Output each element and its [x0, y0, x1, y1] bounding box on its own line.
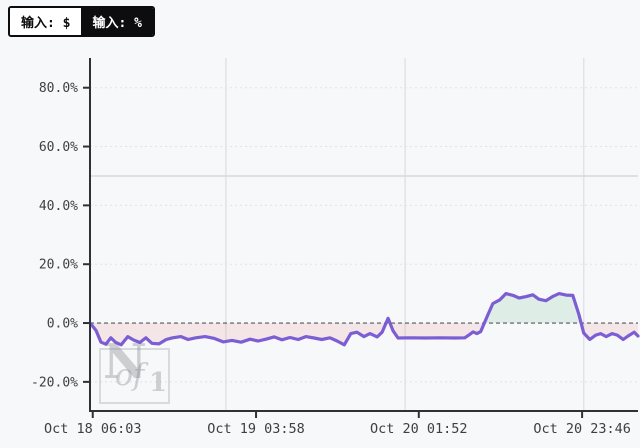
x-tick-label: Oct 19 03:58: [207, 421, 305, 437]
area-fill-below-zero: [90, 323, 638, 345]
price-change-line: [88, 292, 640, 347]
y-tick-label: 40.0%: [39, 199, 78, 214]
input-dollar-button[interactable]: 输入: $: [10, 8, 82, 35]
x-tick-label: Oct 18 06:03: [44, 421, 142, 437]
y-tick-label: -20.0%: [31, 375, 78, 390]
y-tick-label: 60.0%: [39, 140, 78, 155]
x-tick-label: Oct 20 01:52: [370, 421, 468, 437]
y-tick-label: 20.0%: [39, 258, 78, 273]
y-tick-label: 80.0%: [39, 81, 78, 96]
input-unit-toggle-group: 输入: $ 输入: %: [8, 6, 155, 37]
x-tick-label: Oct 20 23:46: [533, 421, 631, 437]
input-percent-button[interactable]: 输入: %: [81, 8, 153, 35]
y-tick-label: 0.0%: [47, 317, 78, 332]
